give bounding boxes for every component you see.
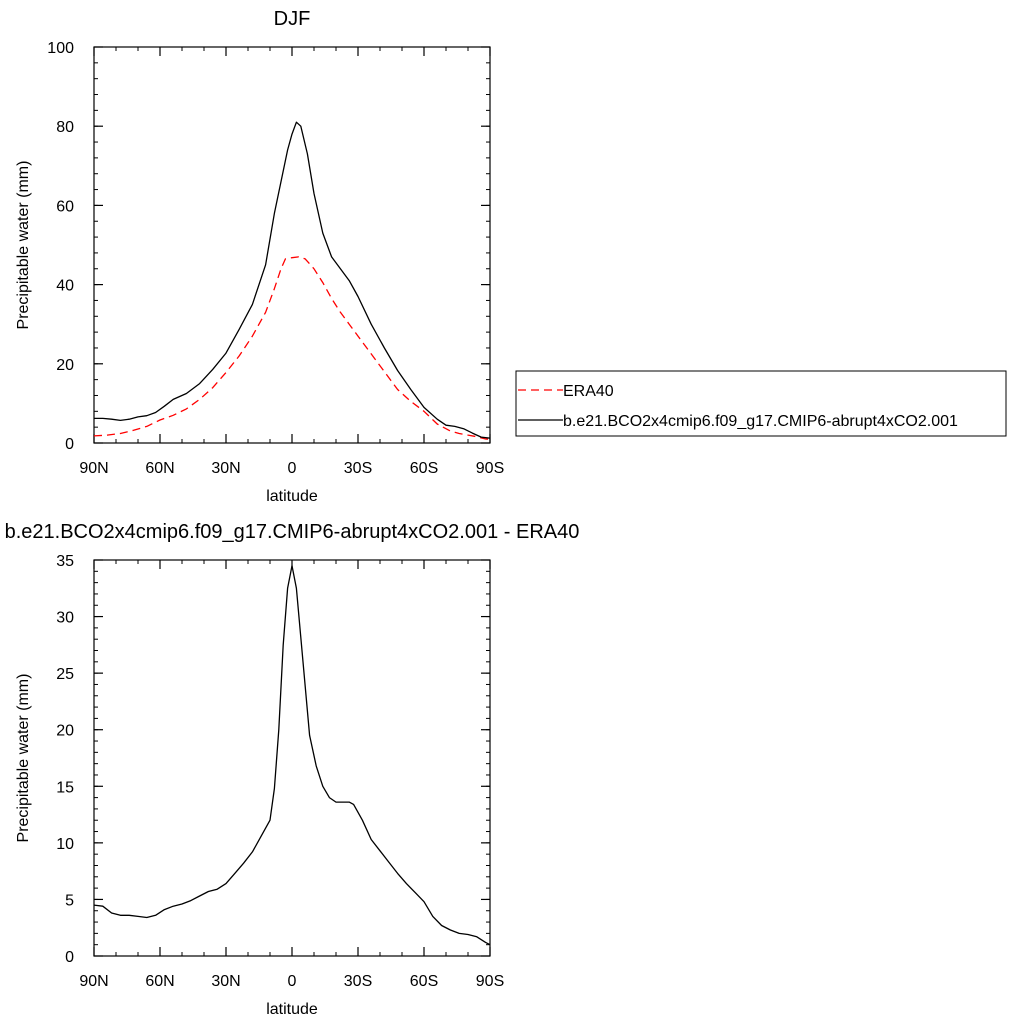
legend: ERA40 b.e21.BCO2x4cmip6.f09_g17.CMIP6-abr… (515, 370, 1007, 437)
x-tick-label: 60S (410, 460, 438, 477)
y-tick-label: 35 (56, 553, 74, 570)
y-axis-label: Precipitable water (mm) (15, 161, 32, 330)
x-axis-label: latitude (266, 1001, 318, 1018)
x-tick-label: 90S (476, 460, 504, 477)
series-line-1 (93, 256, 491, 441)
x-tick-label: 30N (211, 973, 240, 990)
chart-title: b.e21.BCO2x4cmip6.f09_g17.CMIP6-abrupt4x… (5, 521, 580, 543)
y-tick-label: 60 (56, 198, 74, 215)
x-tick-label: 60S (410, 973, 438, 990)
x-tick-label: 30S (344, 973, 372, 990)
y-tick-label: 0 (65, 949, 74, 966)
y-tick-label: 100 (47, 40, 74, 57)
y-tick-label: 0 (65, 436, 74, 453)
x-tick-label: 30N (211, 460, 240, 477)
y-tick-label: 10 (56, 836, 74, 853)
y-tick-label: 15 (56, 779, 74, 796)
x-tick-label: 30S (344, 460, 372, 477)
x-tick-label: 90S (476, 973, 504, 990)
y-tick-label: 40 (56, 278, 74, 295)
y-axis-label: Precipitable water (mm) (15, 674, 32, 843)
x-tick-label: 60N (145, 973, 174, 990)
x-tick-label: 90N (79, 460, 108, 477)
legend-label: b.e21.BCO2x4cmip6.f09_g17.CMIP6-abrupt4x… (563, 413, 958, 430)
chart-panel-1: DJF 0 20 40 60 80 100 90N 60N 30N 0 30S 60S 90S latitu… (15, 8, 1007, 505)
chart-title: DJF (274, 8, 311, 30)
legend-label: ERA40 (563, 383, 614, 400)
x-axis-label: latitude (266, 488, 318, 505)
series-line-2 (94, 121, 491, 439)
y-tick-label: 20 (56, 723, 74, 740)
chart-panel-2: b.e21.BCO2x4cmip6.f09_g17.CMIP6-abrupt4x… (5, 521, 580, 1018)
y-tick-label: 20 (56, 357, 74, 374)
plot-frame (93, 46, 491, 444)
y-tick-label: 25 (56, 666, 74, 683)
y-tick-label: 80 (56, 119, 74, 136)
legend-box (515, 370, 1007, 437)
x-tick-label: 0 (288, 460, 297, 477)
y-tick-label: 30 (56, 610, 74, 627)
y-tick-label: 5 (65, 892, 74, 909)
series-line-1 (93, 565, 491, 946)
x-tick-label: 0 (288, 973, 297, 990)
x-tick-label: 60N (145, 460, 174, 477)
x-tick-label: 90N (79, 973, 108, 990)
plot-frame (93, 559, 491, 957)
